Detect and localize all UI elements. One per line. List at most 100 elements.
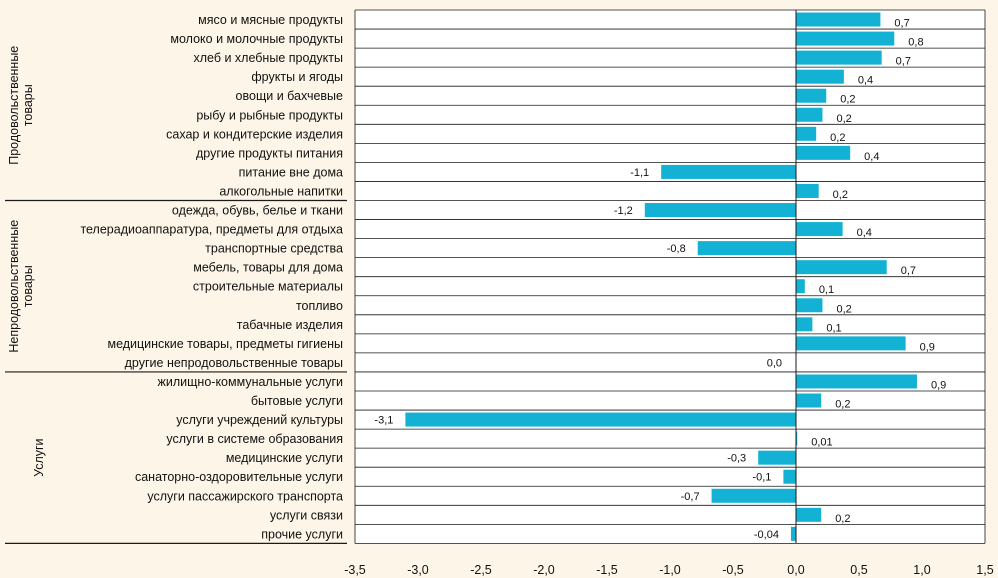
category-label: услуги пассажирского транспорта <box>147 489 343 503</box>
x-tick-label: -3,5 <box>344 563 366 577</box>
bar <box>796 183 819 198</box>
bar <box>796 12 881 27</box>
category-label: фрукты и ягоды <box>251 70 343 84</box>
value-label: 0,4 <box>864 151 879 163</box>
category-label: хлеб и хлебные продукты <box>193 51 343 65</box>
bar <box>758 450 796 465</box>
category-label: транспортные средства <box>205 242 343 256</box>
x-tick-label: 0,0 <box>787 563 804 577</box>
category-label: питание вне дома <box>239 165 343 179</box>
value-label: 0,1 <box>819 284 834 296</box>
axis-layer <box>5 10 797 545</box>
grid-layer <box>354 9 986 544</box>
category-label: услуги в системе образования <box>166 432 343 446</box>
bar <box>796 317 813 332</box>
bar <box>796 260 887 275</box>
x-tick-label: -3,0 <box>407 563 429 577</box>
category-label: жилищно-коммунальные услуги <box>158 375 343 389</box>
category-label: бытовые услуги <box>251 394 343 408</box>
value-label: -0,04 <box>754 529 779 541</box>
x-tick-label: -2,0 <box>533 563 555 577</box>
label-layer: 0,70,80,70,40,20,20,20,4-1,10,2-1,20,4-0… <box>7 13 994 577</box>
value-label: 0,0 <box>767 357 782 369</box>
x-tick-label: 0,5 <box>850 563 867 577</box>
bar <box>796 222 843 237</box>
value-label: 0,2 <box>835 513 850 525</box>
bar <box>644 203 796 218</box>
category-label: другие непродовольственные товары <box>125 356 343 370</box>
value-label: -0,1 <box>752 472 771 484</box>
group-label: Продовольственныетовары <box>7 46 35 165</box>
category-label: алкогольные напитки <box>219 184 343 198</box>
category-label: телерадиоаппаратура, предметы для отдыха <box>80 223 343 237</box>
bar <box>405 412 796 427</box>
category-label: услуги учреждений культуры <box>176 413 343 427</box>
value-label: -1,2 <box>614 205 633 217</box>
value-label: 0,7 <box>896 56 911 68</box>
value-label: 0,9 <box>920 341 935 353</box>
category-label: топливо <box>296 299 343 313</box>
category-label: мебель, товары для дома <box>193 261 343 275</box>
x-tick-label: -1,0 <box>659 563 681 577</box>
value-label: 0,4 <box>857 227 872 239</box>
bar-layer <box>405 12 917 541</box>
value-label: 0,1 <box>826 322 841 334</box>
bar <box>796 69 844 84</box>
category-label: рыбу и рыбные продукты <box>196 108 343 122</box>
value-label: 0,7 <box>894 18 909 30</box>
value-label: 0,7 <box>901 265 916 277</box>
x-tick-label: 1,5 <box>976 563 993 577</box>
value-label: 0,2 <box>830 132 845 144</box>
value-label: 0,2 <box>836 303 851 315</box>
category-label: овощи и бахчевые <box>236 89 343 103</box>
category-label: одежда, обувь, белье и ткани <box>172 204 343 218</box>
value-label: -1,1 <box>630 167 649 179</box>
category-label: прочие услуги <box>261 527 343 541</box>
bar <box>796 336 906 351</box>
value-label: 0,4 <box>858 75 873 87</box>
bar <box>790 526 796 541</box>
category-label: медицинские услуги <box>226 451 343 465</box>
bar <box>711 488 796 503</box>
category-label: табачные изделия <box>237 318 343 332</box>
x-tick-label: -1,5 <box>596 563 618 577</box>
category-label: сахар и кондитерские изделия <box>166 127 343 141</box>
category-label: медицинские товары, предметы гигиены <box>107 337 343 351</box>
bar <box>697 241 796 256</box>
value-label: 0,9 <box>931 379 946 391</box>
x-tick-label: -0,5 <box>722 563 744 577</box>
value-label: 0,2 <box>833 189 848 201</box>
bar <box>796 374 917 389</box>
category-label: услуги связи <box>270 508 343 522</box>
category-label: другие продукты питания <box>196 146 343 160</box>
category-label: молоко и молочные продукты <box>170 32 343 46</box>
bar <box>796 507 822 522</box>
category-label: санаторно-оздоровительные услуги <box>135 470 343 484</box>
bar <box>796 88 827 103</box>
group-label: Услуги <box>32 438 46 476</box>
value-label: 0,2 <box>836 113 851 125</box>
x-tick-label: 1,0 <box>913 563 930 577</box>
value-label: -0,8 <box>667 243 686 255</box>
value-label: 0,8 <box>908 37 923 49</box>
bar <box>796 279 805 294</box>
group-label: Непродовольственныетовары <box>7 220 35 353</box>
bar <box>796 126 817 141</box>
bar <box>796 107 823 122</box>
bar <box>796 31 895 46</box>
bar <box>796 393 822 408</box>
x-tick-label: -2,5 <box>470 563 492 577</box>
value-label: 0,2 <box>840 94 855 106</box>
value-label: -3,1 <box>374 415 393 427</box>
bar <box>661 164 796 179</box>
bar <box>796 145 851 160</box>
value-label: 0,2 <box>835 399 850 411</box>
bar <box>796 431 798 446</box>
category-label: мясо и мясные продукты <box>198 13 343 27</box>
bar <box>783 469 796 484</box>
value-label: -0,3 <box>727 453 746 465</box>
bar <box>796 50 882 65</box>
value-label: 0,01 <box>811 437 832 449</box>
bar <box>796 298 823 313</box>
